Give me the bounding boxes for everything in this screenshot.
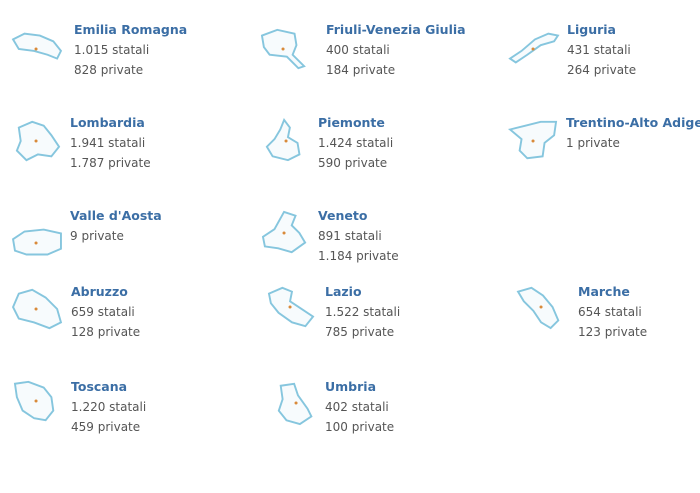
- region-map-icon: [268, 380, 326, 426]
- region-name[interactable]: Friuli-Venezia Giulia: [326, 22, 466, 37]
- region-count: 184 private: [326, 63, 396, 77]
- region-name[interactable]: Abruzzo: [71, 284, 128, 299]
- region-name[interactable]: Umbria: [325, 379, 377, 394]
- region-name[interactable]: Veneto: [318, 208, 368, 223]
- region-count: 654 statali: [578, 305, 642, 319]
- region-count: 431 statali: [567, 43, 631, 57]
- region-count: 891 statali: [318, 229, 382, 243]
- region-count: 400 statali: [326, 43, 390, 57]
- region-name[interactable]: Valle d'Aosta: [70, 208, 162, 223]
- region-name[interactable]: Trentino-Alto Adige: [566, 115, 700, 130]
- region-count: 1.220 statali: [71, 400, 147, 414]
- region-count: 100 private: [325, 420, 395, 434]
- region-map-icon: [8, 220, 66, 266]
- region-count: 1.424 statali: [318, 136, 394, 150]
- region-map-icon: [8, 286, 66, 332]
- region-name[interactable]: Marche: [578, 284, 630, 299]
- region-count: 1.941 statali: [70, 136, 146, 150]
- region-map-icon: [513, 284, 571, 330]
- region-count: 1.184 private: [318, 249, 399, 263]
- region-name[interactable]: Liguria: [567, 22, 616, 37]
- region-name[interactable]: Emilia Romagna: [74, 22, 188, 37]
- region-count: 828 private: [74, 63, 144, 77]
- region-count: 9 private: [70, 229, 124, 243]
- region-map-icon: [8, 26, 66, 72]
- region-count: 785 private: [325, 325, 395, 339]
- region-name[interactable]: Lombardia: [70, 115, 145, 130]
- region-name[interactable]: Piemonte: [318, 115, 385, 130]
- region-name[interactable]: Toscana: [71, 379, 128, 394]
- region-map-icon: [262, 284, 320, 330]
- region-map-icon: [505, 26, 563, 72]
- region-count: 264 private: [567, 63, 637, 77]
- region-map-icon: [8, 118, 66, 164]
- region-map-icon: [255, 26, 313, 72]
- region-map-icon: [505, 118, 563, 164]
- region-map-icon: [256, 210, 314, 256]
- region-count: 1.787 private: [70, 156, 151, 170]
- region-count: 1 private: [566, 136, 620, 150]
- region-map-icon: [8, 378, 66, 424]
- region-count: 590 private: [318, 156, 388, 170]
- region-count: 128 private: [71, 325, 141, 339]
- region-count: 402 statali: [325, 400, 389, 414]
- region-count: 459 private: [71, 420, 141, 434]
- region-count: 659 statali: [71, 305, 135, 319]
- region-count: 1.522 statali: [325, 305, 401, 319]
- region-count: 1.015 statali: [74, 43, 150, 57]
- region-count: 123 private: [578, 325, 648, 339]
- region-name[interactable]: Lazio: [325, 284, 362, 299]
- region-map-icon: [258, 117, 316, 164]
